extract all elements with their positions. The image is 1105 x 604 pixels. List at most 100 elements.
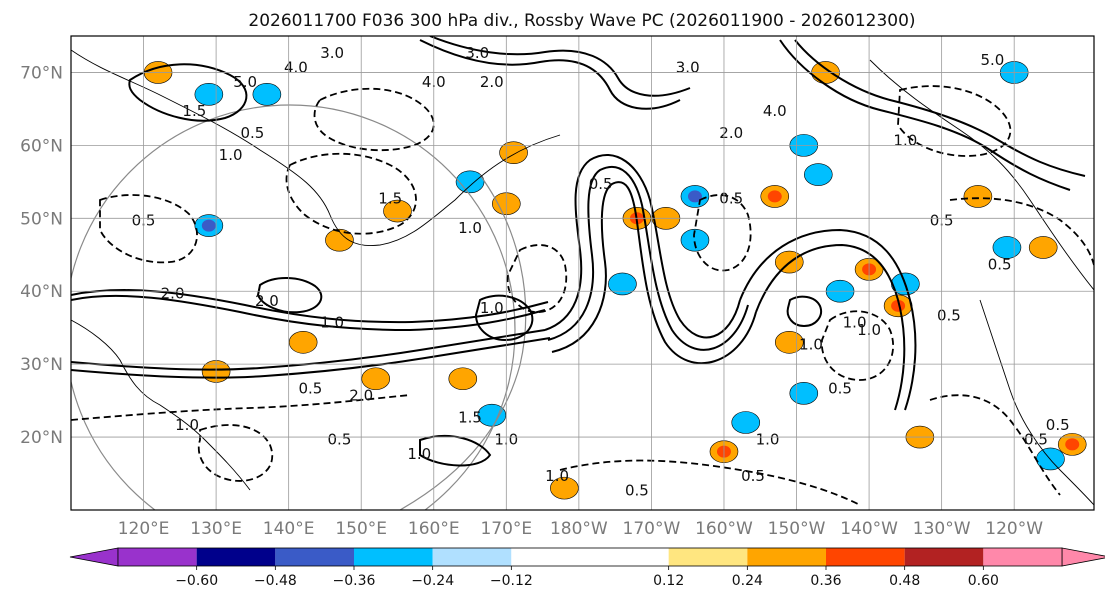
colorbar-tick-label: 0.12: [653, 573, 684, 589]
divergence-patch: [325, 228, 354, 252]
contour-label: 0.5: [1024, 430, 1048, 448]
dashed-contour-10: [949, 197, 1094, 266]
divergence-patch: [963, 185, 993, 208]
contour-label: 1.0: [756, 430, 780, 448]
contour-label: 0.5: [741, 467, 765, 485]
contour-label: 0.5: [298, 379, 322, 397]
dashed-contour-9: [929, 394, 1061, 496]
map-frame: [70, 35, 1095, 511]
contour-label: 1.0: [219, 146, 243, 164]
colorbar-segment: [511, 548, 669, 566]
contour-label: 0.5: [937, 306, 961, 324]
gridlines: [71, 36, 1094, 510]
divergence-patch: [383, 199, 412, 223]
contour-label: 3.0: [320, 44, 344, 62]
colorbar-segment: [904, 548, 984, 566]
contour-northeast-2: [794, 39, 1086, 177]
divergence-patch: [477, 403, 507, 427]
contour-label: 1.0: [480, 299, 504, 317]
guide-arc-central: [399, 174, 527, 510]
colorbar-extend-max: [1061, 547, 1105, 567]
contour-label: 3.0: [465, 44, 489, 62]
colorbar-tick-label: 0.36: [810, 573, 841, 589]
dashed-contour-8: [559, 459, 861, 506]
divergence-patch: [455, 170, 485, 194]
coastline-north-pacific: [71, 49, 561, 247]
colorbar-segment: [983, 548, 1062, 566]
contour-northeast-1: [779, 39, 1071, 191]
dashed-contour-7: [897, 85, 1012, 157]
map-background: [71, 36, 1094, 510]
colorbar: −0.60 −0.48 −0.36 −0.24 −0.12 0.12 0.24 0.36 0.4…: [69, 547, 1105, 589]
colorbar-segment: [354, 548, 433, 566]
contour-label: 0.5: [719, 190, 743, 208]
coastline-asia: [71, 319, 251, 491]
divergence-patch-core: [767, 190, 782, 203]
map-layer: 3.04.05.0 4.0 2.01.50.51.01.50.53.03.04.02…: [71, 36, 1094, 510]
coastline-mexico: [979, 299, 1094, 506]
colorbar-tick-label: 0.24: [732, 573, 763, 589]
contour-label: 1.0: [407, 445, 431, 463]
contour-jet-3: [71, 329, 546, 371]
dashed-contour-4: [506, 244, 568, 313]
contour-closed-east: [786, 295, 822, 328]
contour-label: 0.5: [1046, 416, 1070, 434]
colorbar-tick-label: −0.36: [333, 573, 376, 589]
contour-label: 1.0: [893, 131, 917, 149]
lon-tick-label: 170°W: [623, 519, 681, 539]
contour-trough-east-2: [755, 243, 906, 411]
divergence-patch: [1028, 236, 1058, 259]
lat-tick-label: 30°N: [20, 355, 63, 375]
lon-tick-label: 130°E: [190, 519, 242, 539]
colorbar-extend-min: [69, 547, 119, 567]
colorbar-segment: [747, 548, 826, 566]
colorbar-segment: [826, 548, 905, 566]
dashed-contour-3: [313, 87, 435, 152]
divergence-patch: [680, 228, 710, 252]
colorbar-outline: [117, 547, 1063, 567]
contour-label: 0.5: [828, 379, 852, 397]
contour-label: 3.0: [676, 58, 700, 76]
coastline-north-america: [869, 59, 1094, 291]
lon-tick-label: 120°E: [118, 519, 170, 539]
chart-title: 2026011700 F036 300 hPa div., Rossby Wav…: [248, 11, 915, 31]
colorbar-segment: [275, 548, 354, 566]
divergence-patch-core: [687, 190, 702, 203]
lat-tick-label: 70°N: [20, 63, 63, 83]
contour-trough-east-1: [739, 228, 917, 411]
lon-tick-label: 160°E: [408, 519, 460, 539]
contour-label: 2.0: [480, 73, 504, 91]
contour-label: 4.0: [284, 58, 308, 76]
latitude-labels: 70°N 60°N 50°N 40°N 30°N 20°N: [20, 63, 63, 448]
colorbar-tick-label: 0.48: [889, 573, 920, 589]
contour-jet-4: [71, 337, 551, 379]
divergence-patch-core: [201, 219, 216, 232]
contour-label: 1.0: [799, 336, 823, 354]
lon-tick-label: 150°E: [335, 519, 387, 539]
divergence-patch: [789, 382, 819, 405]
colorbar-segment: [432, 548, 512, 566]
contour-label: 1.5: [182, 102, 206, 120]
contour-label: 1.0: [545, 467, 569, 485]
divergence-patch: [803, 163, 833, 186]
lon-tick-label: 140°E: [263, 519, 315, 539]
divergence-patch: [550, 476, 579, 500]
contour-low-northwest: [128, 63, 248, 122]
colorbar-segment: [118, 548, 197, 566]
lat-tick-label: 20°N: [20, 428, 63, 448]
longitude-labels: 120°E 130°E 140°E 150°E 160°E 170°E 180°W 170°W…: [118, 519, 1044, 539]
divergence-patch: [288, 330, 318, 354]
contour-label: 4.0: [763, 102, 787, 120]
contour-labels: 3.04.05.0 4.0 2.01.50.51.01.50.53.03.04.02…: [132, 44, 1070, 500]
contour-jet-1: [71, 294, 546, 332]
contour-closed-south: [419, 434, 492, 467]
lat-tick-label: 60°N: [20, 136, 63, 156]
contour-label: 2.0: [255, 292, 279, 310]
contour-label: 1.0: [175, 416, 199, 434]
contour-ridge-2: [547, 165, 749, 351]
colorbar-tick-label: −0.12: [490, 573, 533, 589]
contour-label: 2.0: [161, 285, 185, 303]
contour-label: 0.5: [625, 481, 649, 499]
colorbar-segment: [196, 548, 276, 566]
